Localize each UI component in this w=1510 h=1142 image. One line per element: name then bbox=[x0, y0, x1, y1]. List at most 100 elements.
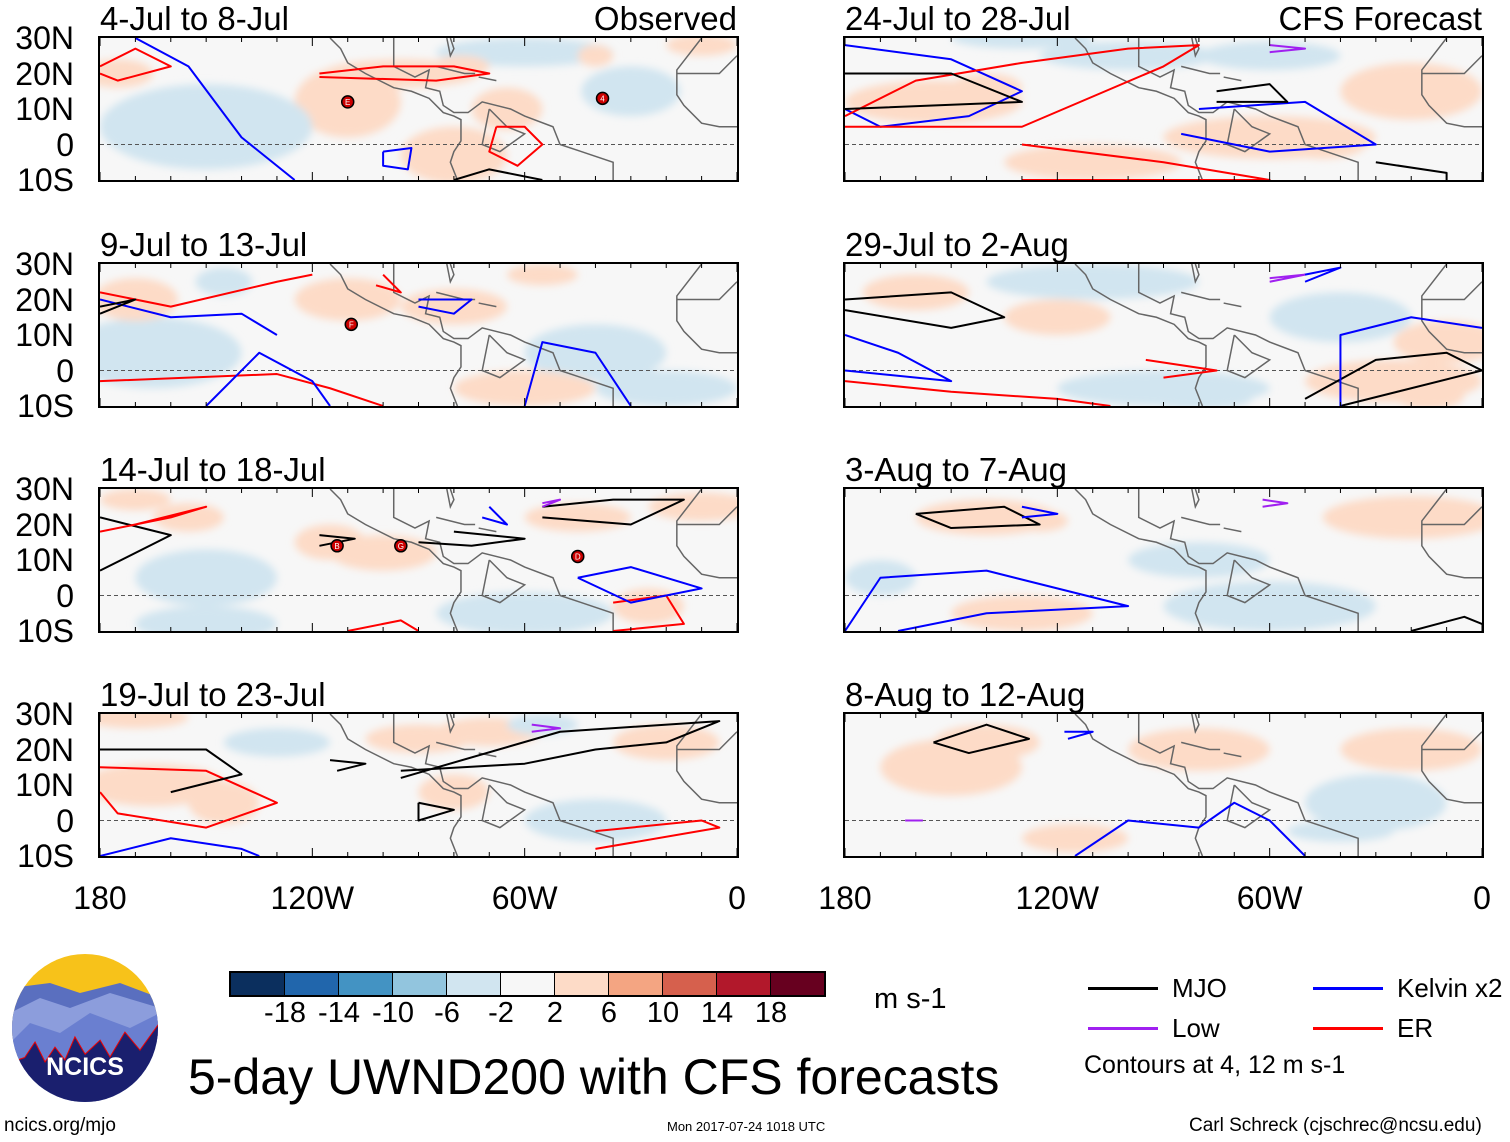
coastline bbox=[436, 516, 476, 526]
figure-title: 5-day UWND200 with CFS forecasts bbox=[188, 1049, 1000, 1105]
y-tick-label: 30N bbox=[15, 696, 74, 732]
x-tick-label: 60W bbox=[491, 880, 558, 916]
map-panel: B G D bbox=[98, 487, 739, 633]
coastline bbox=[1137, 38, 1359, 180]
coastline bbox=[676, 55, 737, 75]
colorbar bbox=[229, 971, 826, 997]
coastline bbox=[1181, 65, 1221, 75]
svg-text:B: B bbox=[334, 542, 339, 551]
anomaly-patch bbox=[1039, 41, 1217, 70]
coastline bbox=[1421, 731, 1482, 751]
anomaly-patch bbox=[135, 606, 277, 631]
mjo-contour bbox=[329, 759, 367, 772]
anomaly-patch bbox=[432, 55, 490, 78]
panel-title: 8-Aug to 12-Aug bbox=[845, 676, 1086, 713]
coastline bbox=[446, 714, 455, 735]
y-tick-label: 0 bbox=[56, 126, 74, 163]
anomaly-patch bbox=[294, 278, 401, 321]
anomaly-patch bbox=[1393, 320, 1482, 364]
coastline bbox=[436, 65, 476, 75]
anomaly-patch bbox=[1021, 824, 1129, 853]
y-tick-label: 30N bbox=[15, 20, 74, 56]
er-contour bbox=[100, 47, 172, 82]
er-contour bbox=[845, 44, 1200, 128]
low-contour bbox=[1262, 498, 1289, 508]
y-tick-label: 10S bbox=[17, 613, 74, 649]
storm-marker: E bbox=[340, 95, 355, 109]
colorbar-swatch bbox=[663, 973, 717, 995]
colorbar-units: m s-1 bbox=[874, 983, 947, 1015]
er-contour bbox=[1021, 143, 1271, 180]
kelvin-contour bbox=[523, 341, 632, 406]
anomaly-patch bbox=[524, 503, 631, 532]
x-tick-label: 180 bbox=[818, 880, 872, 916]
anomaly-patch bbox=[951, 595, 1093, 631]
er-contour bbox=[100, 505, 208, 533]
coastline bbox=[1191, 714, 1200, 735]
coastline bbox=[446, 489, 455, 510]
anomaly-patch bbox=[1004, 144, 1182, 180]
colorbar-swatch bbox=[339, 973, 393, 995]
colorbar-label: -10 bbox=[372, 997, 414, 1029]
svg-text:E: E bbox=[345, 98, 350, 107]
coastline bbox=[1074, 38, 1207, 180]
coastline bbox=[1181, 741, 1221, 751]
anomaly-patch bbox=[135, 549, 277, 607]
storm-marker: G bbox=[394, 539, 408, 553]
y-tick-label: 20N bbox=[15, 506, 74, 543]
coastline bbox=[1223, 752, 1242, 758]
storm-marker: 4 bbox=[595, 91, 610, 106]
panel-label: Observed bbox=[593, 0, 737, 37]
colorbar-swatch bbox=[231, 973, 285, 995]
site-link[interactable]: ncics.org/mjo bbox=[4, 1115, 116, 1136]
mjo-contour bbox=[1216, 83, 1289, 103]
anomaly-patch bbox=[581, 66, 681, 117]
anomaly-patch bbox=[524, 799, 667, 842]
legend-line-low bbox=[1088, 1027, 1158, 1030]
low-contour bbox=[531, 723, 562, 733]
y-tick-label: 0 bbox=[56, 352, 74, 389]
anomaly-patch bbox=[1305, 774, 1447, 832]
low-contour bbox=[1269, 44, 1307, 54]
er-contour bbox=[845, 380, 1111, 406]
x-tick-label: 120W bbox=[1015, 880, 1100, 916]
colorbar-label: -18 bbox=[264, 997, 306, 1029]
coastline bbox=[1181, 516, 1221, 526]
x-tick-label: 120W bbox=[270, 880, 355, 916]
legend-line-mjo bbox=[1088, 987, 1158, 990]
kelvin-contour bbox=[845, 334, 953, 383]
coastline bbox=[436, 741, 476, 751]
coastline bbox=[1137, 264, 1359, 406]
colorbar-label: 2 bbox=[546, 997, 564, 1029]
anomaly-patch bbox=[195, 267, 253, 296]
er-contour bbox=[100, 373, 384, 406]
kelvin-contour bbox=[577, 566, 703, 604]
coastline bbox=[1226, 559, 1272, 604]
anomaly-patch bbox=[1011, 510, 1068, 532]
svg-text:G: G bbox=[398, 542, 404, 551]
coastline bbox=[1191, 38, 1200, 59]
er-contour bbox=[488, 125, 544, 167]
coastline bbox=[1226, 108, 1272, 153]
mjo-contour bbox=[845, 291, 1006, 329]
map-panel: F bbox=[98, 262, 739, 408]
anomaly-patch bbox=[1128, 728, 1270, 771]
panel-title: 9-Jul to 13-Jul bbox=[100, 226, 308, 263]
y-tick-label: 20N bbox=[15, 731, 74, 768]
y-tick-label: 10S bbox=[17, 838, 74, 874]
coastline bbox=[481, 559, 527, 604]
panel-label: CFS Forecast bbox=[1278, 0, 1482, 37]
coastline bbox=[1421, 38, 1482, 128]
x-tick-label: 0 bbox=[1473, 880, 1491, 916]
coastline bbox=[676, 714, 737, 804]
coastline bbox=[1191, 489, 1200, 510]
coastline bbox=[329, 714, 462, 856]
coastline bbox=[1226, 334, 1272, 379]
mjo-contour bbox=[933, 723, 1031, 755]
coastline bbox=[1074, 489, 1207, 631]
anomaly-patch bbox=[506, 264, 578, 286]
colorbar-label: 10 bbox=[646, 997, 680, 1029]
storm-marker: B bbox=[330, 539, 344, 553]
er-contour bbox=[595, 819, 721, 850]
